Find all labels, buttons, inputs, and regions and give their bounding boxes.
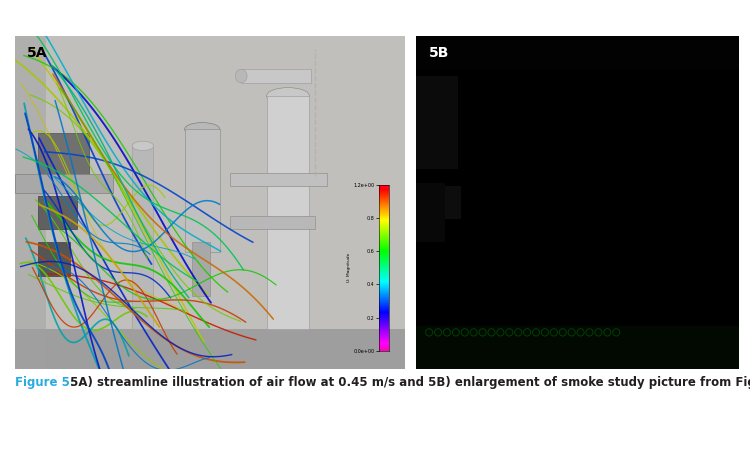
Text: 5B: 5B <box>429 46 449 60</box>
Text: Figure 5:: Figure 5: <box>15 376 75 389</box>
Bar <box>193 243 210 296</box>
Bar <box>38 196 77 229</box>
Bar <box>416 36 739 69</box>
Ellipse shape <box>132 141 154 151</box>
Bar <box>132 146 154 329</box>
Ellipse shape <box>266 88 310 104</box>
Bar <box>266 96 310 329</box>
Ellipse shape <box>236 69 247 83</box>
Bar <box>416 183 446 243</box>
Bar <box>38 133 89 179</box>
Y-axis label: U: Magnitude: U: Magnitude <box>346 253 351 283</box>
Ellipse shape <box>184 122 220 136</box>
Bar <box>230 216 315 229</box>
Bar <box>416 326 739 369</box>
Bar <box>230 172 327 186</box>
Bar <box>15 36 46 369</box>
Bar <box>184 129 220 252</box>
Text: 5A: 5A <box>27 46 47 60</box>
Bar <box>15 174 112 193</box>
Bar <box>242 69 311 83</box>
Bar <box>446 186 461 219</box>
Text: 5A) streamline illustration of air flow at 0.45 m/s and 5B) enlargement of smoke: 5A) streamline illustration of air flow … <box>66 376 750 389</box>
Bar <box>38 243 70 276</box>
Bar <box>416 76 458 169</box>
Bar <box>15 329 405 369</box>
